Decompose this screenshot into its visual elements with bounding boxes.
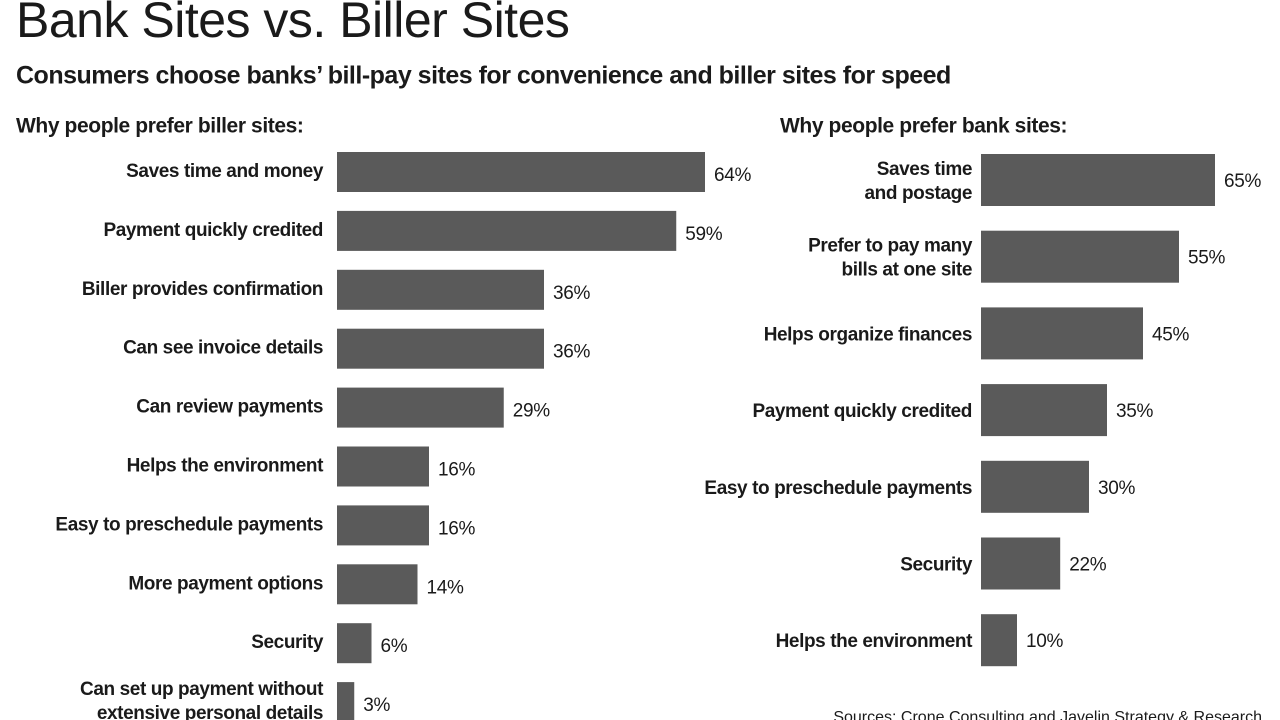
value-label: 22%: [1069, 555, 1107, 576]
category-label: Can see invoice details: [123, 338, 323, 359]
bar: [981, 614, 1017, 667]
category-label: More payment options: [128, 573, 323, 594]
source: Sources: Crone Consulting and Javelin St…: [833, 709, 1262, 720]
value-label: 55%: [1188, 248, 1226, 269]
value-label: 30%: [1098, 478, 1136, 499]
category-label: Helps organize finances: [764, 324, 972, 345]
value-label: 65%: [1224, 171, 1262, 192]
category-label: Saves time and money: [126, 161, 324, 182]
bar: [981, 154, 1215, 206]
value-label: 36%: [553, 342, 591, 363]
category-label: Prefer to pay many bills at one site: [808, 236, 973, 281]
category-label: Helps the environment: [776, 631, 973, 652]
category-label: Security: [251, 632, 324, 653]
value-label: 59%: [685, 224, 723, 245]
category-label: Easy to preschedule payments: [704, 478, 972, 499]
value-label: 64%: [714, 165, 752, 186]
bar: [337, 269, 544, 310]
value-label: 3%: [363, 695, 390, 716]
bar: [337, 387, 504, 428]
bar: [337, 564, 418, 605]
section-title: Why people prefer bank sites:: [780, 115, 1067, 138]
value-label: 45%: [1152, 324, 1190, 345]
bar: [337, 152, 705, 192]
category-label: Helps the environment: [127, 456, 324, 477]
value-label: 14%: [427, 577, 465, 598]
bar: [337, 623, 372, 664]
bar: [337, 682, 355, 720]
bar: [981, 537, 1061, 590]
bar: [337, 210, 677, 251]
value-label: 36%: [553, 283, 591, 304]
value-label: 29%: [513, 401, 551, 422]
bar: [981, 230, 1179, 283]
value-label: 6%: [381, 636, 408, 657]
subtitle: Consumers choose banks’ bill-pay sites f…: [16, 62, 951, 90]
section-title: Why people prefer biller sites:: [16, 115, 304, 138]
category-label: Security: [900, 555, 973, 576]
category-label: Saves time and postage: [864, 159, 972, 204]
value-label: 35%: [1116, 401, 1154, 422]
value-label: 16%: [438, 518, 476, 539]
bar: [981, 384, 1107, 437]
category-label: Can review payments: [136, 397, 323, 418]
category-label: Payment quickly credited: [103, 220, 323, 241]
category-label: Easy to preschedule payments: [55, 514, 323, 535]
bar: [337, 328, 544, 369]
category-label: Payment quickly credited: [752, 401, 972, 422]
value-label: 10%: [1026, 631, 1064, 652]
value-label: 16%: [438, 460, 476, 481]
title: Bank Sites vs. Biller Sites: [16, 0, 569, 48]
category-label: Biller provides confirmation: [82, 279, 323, 300]
bar: [337, 505, 429, 546]
category-label: Can set up payment without extensive pers…: [80, 679, 324, 720]
bar: [337, 446, 429, 487]
bar: [981, 307, 1143, 360]
bar: [981, 460, 1089, 513]
